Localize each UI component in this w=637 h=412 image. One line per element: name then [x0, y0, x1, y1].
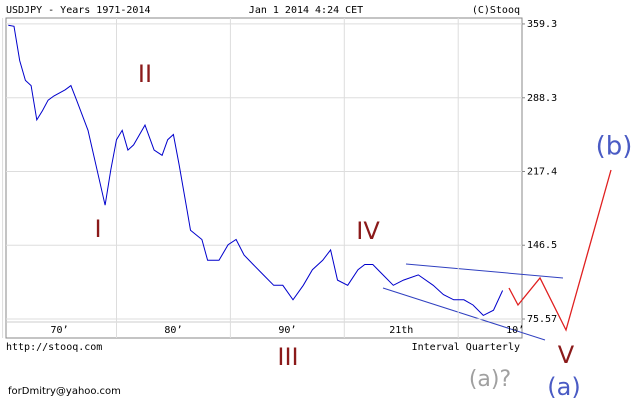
wave-label: IV	[356, 217, 380, 245]
copyright: (C)Stooq	[472, 5, 520, 16]
y-tick-label: 75.57	[527, 314, 557, 325]
source: http://stooq.com	[6, 342, 102, 353]
wave-label: V	[558, 341, 575, 369]
x-tick-label: 10’	[506, 325, 524, 336]
wave-label: III	[277, 343, 298, 371]
wave-label: II	[138, 60, 152, 88]
wave-label: I	[94, 215, 101, 243]
y-tick-label: 359.3	[527, 19, 557, 30]
wave-label: (a)	[547, 373, 580, 401]
wave-path	[508, 169, 612, 332]
wave-label: (a)?	[469, 367, 511, 392]
wave-lines	[382, 169, 612, 341]
price-line	[8, 24, 504, 317]
x-tick-label: 90’	[278, 325, 296, 336]
date: Jan 1 2014 4:24 CET	[249, 5, 363, 16]
y-tick-label: 146.5	[527, 240, 557, 251]
plot-frame	[5, 17, 523, 339]
y-tick-label: 217.4	[527, 167, 557, 178]
channel-top	[405, 263, 564, 279]
channel-bottom	[382, 287, 546, 341]
y-tick-label: 288.3	[527, 93, 557, 104]
wave-label: (b)	[596, 132, 633, 162]
x-tick-label: 80’	[164, 325, 182, 336]
author: forDmitry@yahoo.com	[8, 386, 121, 397]
interval: Interval Quarterly	[412, 342, 520, 353]
x-tick-label: 70’	[51, 325, 69, 336]
chart-title: USDJPY - Years 1971-2014	[6, 5, 151, 16]
x-tick-label: 21th	[389, 325, 413, 336]
